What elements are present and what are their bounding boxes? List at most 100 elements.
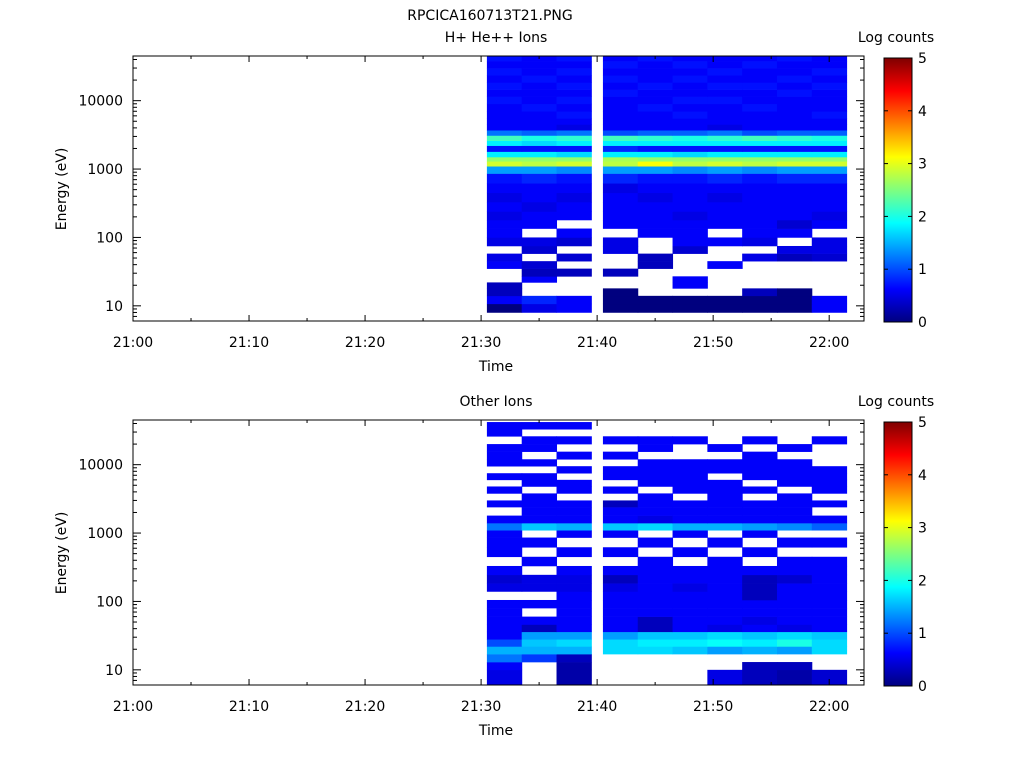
heatmap-cell [486, 631, 523, 640]
heatmap-cell [556, 192, 592, 203]
panel-bottom-colorbar-label: Log counts [858, 394, 934, 410]
heatmap-cell [521, 493, 558, 501]
heatmap-cell [521, 479, 558, 487]
panel-top-xlabel: Time [478, 359, 513, 375]
heatmap-cell [602, 192, 639, 203]
heatmap-cell [672, 616, 708, 625]
panel-top-colorbar-label: Log counts [858, 30, 934, 46]
heatmap-cell [707, 145, 743, 152]
heatmap-cell [742, 523, 778, 531]
heatmap-cell [707, 56, 743, 62]
heatmap-cell [556, 295, 592, 305]
heatmap-cell [776, 591, 813, 601]
heatmap-cell [742, 75, 778, 83]
heatmap-cell [637, 583, 674, 592]
heatmap-cell [672, 599, 708, 609]
heatmap-cell [521, 639, 558, 647]
heatmap-cell [521, 118, 558, 125]
heatmap-cell [742, 211, 778, 221]
heatmap-cell [486, 140, 523, 146]
heatmap-cell [486, 124, 523, 131]
heatmap-cell [742, 151, 778, 158]
heatmap-cell [521, 140, 558, 146]
heatmap-cell [776, 295, 813, 305]
heatmap-cell [811, 75, 848, 83]
heatmap-cell [742, 639, 778, 647]
heatmap-cell [556, 268, 592, 277]
heatmap-cell [707, 183, 743, 194]
heatmap-cell [486, 68, 523, 76]
heatmap-cell [486, 237, 523, 247]
heatmap-cell [521, 82, 558, 90]
colorbar-tick-label: 1 [918, 262, 927, 278]
heatmap-cell [602, 68, 639, 76]
heatmap-cell [811, 479, 848, 487]
heatmap-cell [602, 486, 639, 494]
heatmap-cell [521, 574, 558, 584]
x-tick-label: 21:30 [461, 335, 501, 351]
heatmap-cell [556, 111, 592, 119]
heatmap-cell [486, 295, 523, 305]
colorbar-tick-label: 4 [918, 104, 927, 120]
panel-bottom-title: Other Ions [459, 394, 532, 410]
heatmap-cell [486, 654, 523, 663]
heatmap-cell [602, 82, 639, 90]
heatmap-cell [707, 192, 743, 203]
colorbar-tick-label: 0 [918, 315, 927, 331]
panel-top-axes: 21:00 21:10 21:20 21:30 21:40 21:50 22:00 10 100… [78, 56, 864, 351]
heatmap-cell [486, 530, 523, 538]
heatmap-cell [672, 608, 708, 617]
heatmap-cell [602, 574, 639, 584]
heatmap-cell [707, 616, 743, 625]
heatmap-cell [486, 646, 523, 655]
heatmap-cell [556, 237, 592, 247]
heatmap-cell [486, 82, 523, 90]
heatmap-cell [776, 515, 813, 524]
heatmap-cell [486, 173, 523, 184]
heatmap-cell [637, 118, 674, 125]
heatmap-cell [776, 151, 813, 158]
heatmap-cell [602, 173, 639, 184]
heatmap-cell [672, 295, 708, 305]
heatmap-cell [637, 151, 674, 158]
x-tick-label: 22:00 [809, 335, 849, 351]
heatmap-cell [742, 135, 778, 141]
heatmap-cell [521, 261, 558, 269]
heatmap-cell [556, 96, 592, 105]
panel-bottom-heatmap [486, 422, 848, 686]
heatmap-cell [811, 173, 848, 184]
heatmap-cell [811, 556, 848, 567]
heatmap-cell [556, 118, 592, 125]
heatmap-cell [811, 157, 848, 162]
heatmap-cell [672, 157, 708, 162]
heatmap-cell [776, 624, 813, 633]
heatmap-cell [602, 219, 639, 229]
heatmap-cell [602, 631, 639, 640]
heatmap-cell [556, 253, 592, 262]
heatmap-cell [602, 211, 639, 221]
heatmap-cell [556, 422, 592, 430]
heatmap-cell [776, 140, 813, 146]
heatmap-cell [602, 591, 639, 601]
heatmap-cell [811, 103, 848, 112]
heatmap-cell [672, 523, 708, 531]
heatmap-cell [742, 166, 778, 174]
panel-top-heatmap [486, 56, 848, 313]
heatmap-cell [776, 56, 813, 62]
heatmap-cell [521, 459, 558, 467]
heatmap-cell [637, 192, 674, 203]
heatmap-cell [602, 599, 639, 609]
heatmap-cell [672, 631, 708, 640]
heatmap-cell [776, 523, 813, 531]
heatmap-cell [707, 523, 743, 531]
heatmap-cell [486, 219, 523, 229]
heatmap-cell [672, 166, 708, 174]
heatmap-cell [707, 515, 743, 524]
panel-top: H+ He++ Ions Log counts Time Energy (eV)… [54, 30, 934, 375]
heatmap-cell [556, 515, 592, 524]
heatmap-cell [486, 192, 523, 203]
x-tick-label: 22:00 [809, 699, 849, 715]
heatmap-cell [521, 616, 558, 625]
heatmap-cell [521, 183, 558, 194]
heatmap-cell [521, 237, 558, 247]
